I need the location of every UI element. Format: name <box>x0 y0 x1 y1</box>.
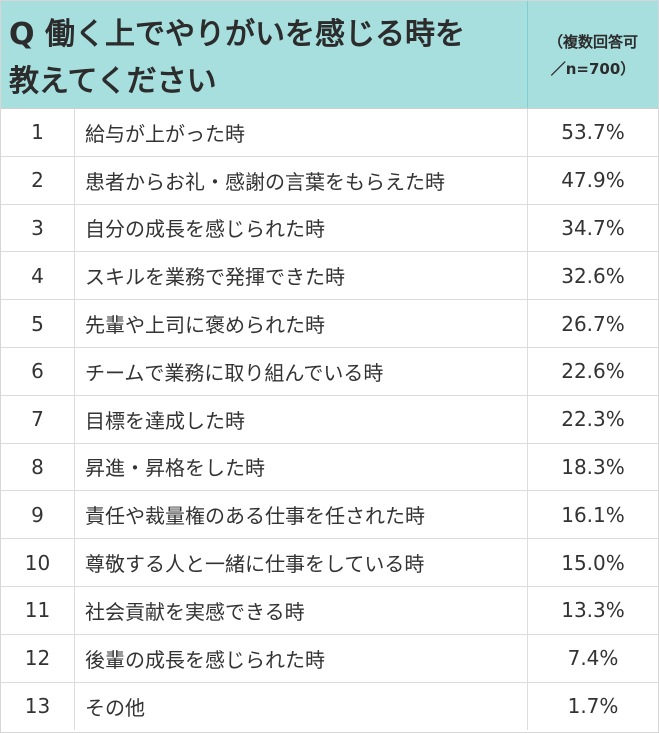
rank-cell: 4 <box>1 252 75 300</box>
answer-cell: その他 <box>75 682 528 731</box>
rank-cell: 2 <box>1 156 75 204</box>
respondent-note-line-1: （複数回答可 <box>547 33 638 51</box>
percentage-cell: 34.7% <box>561 215 625 240</box>
table-row: 10 尊敬する人と一緒に仕事をしている時 15.0% <box>1 539 658 587</box>
percentage-cell: 1.7% <box>567 694 619 719</box>
answer-cell: 尊敬する人と一緒に仕事をしている時 <box>75 539 528 586</box>
table-row: 8 昇進・昇格をした時 18.3% <box>1 443 658 492</box>
rank-cell: 12 <box>1 634 75 682</box>
question-title-line-1: Q 働く上でやりがいを感じる時を <box>9 17 465 52</box>
rank-cell: 1 <box>1 109 75 156</box>
rank-cell: 8 <box>1 443 75 491</box>
answer-cell: 自分の成長を感じられた時 <box>75 204 528 252</box>
percentage-cell: 47.9% <box>561 168 625 193</box>
percentage-cell: 26.7% <box>561 311 625 336</box>
table-row: 9 責任や裁量権のある仕事を任された時 16.1% <box>1 491 658 540</box>
answer-cell: 責任や裁量権のある仕事を任された時 <box>75 491 528 539</box>
percentage-cell: 18.3% <box>561 454 625 479</box>
table-row: 11 社会貢献を実感できる時 13.3% <box>1 586 658 635</box>
rank-cell: 6 <box>1 347 75 395</box>
table-row: 13 その他 1.7% <box>1 682 658 731</box>
percentage-cell: 13.3% <box>561 598 625 623</box>
table-row: 1 給与が上がった時 53.7% <box>1 109 658 157</box>
percentage-cell: 32.6% <box>561 263 625 288</box>
respondent-note: （複数回答可 ／n=700） <box>528 1 658 108</box>
answer-cell: スキルを業務で発揮できた時 <box>75 252 528 300</box>
rank-cell: 3 <box>1 204 75 252</box>
percentage-cell: 22.6% <box>561 359 625 384</box>
percentage-cell: 16.1% <box>561 502 625 527</box>
percentage-cell: 22.3% <box>561 407 625 432</box>
table-row: 6 チームで業務に取り組んでいる時 22.6% <box>1 347 658 396</box>
answer-cell: 目標を達成した時 <box>75 395 528 443</box>
answer-cell: チームで業務に取り組んでいる時 <box>75 347 528 395</box>
table-row: 7 目標を達成した時 22.3% <box>1 395 658 444</box>
percentage-cell: 7.4% <box>567 646 619 671</box>
respondent-note-line-2: ／n=700） <box>550 60 636 78</box>
question-title: Q 働く上でやりがいを感じる時を 教えてください <box>1 1 528 108</box>
answer-cell: 給与が上がった時 <box>75 109 528 156</box>
rank-cell: 11 <box>1 586 75 634</box>
answer-cell: 後輩の成長を感じられた時 <box>75 634 528 682</box>
rank-cell: 13 <box>1 682 75 731</box>
rank-cell: 7 <box>1 395 75 443</box>
table-row: 12 後輩の成長を感じられた時 7.4% <box>1 634 658 683</box>
rank-cell: 9 <box>1 491 75 539</box>
rank-cell: 5 <box>1 300 75 347</box>
answer-cell: 患者からお礼・感謝の言葉をもらえた時 <box>75 156 528 204</box>
answer-cell: 昇進・昇格をした時 <box>75 443 528 491</box>
table-row: 3 自分の成長を感じられた時 34.7% <box>1 204 658 253</box>
rank-cell: 10 <box>1 539 75 586</box>
question-title-line-2: 教えてください <box>9 64 217 99</box>
table-body: 1 給与が上がった時 53.7% 2 患者からお礼・感謝の言葉をもらえた時 47.9% 3 自… <box>1 109 658 731</box>
table-row: 2 患者からお礼・感謝の言葉をもらえた時 47.9% <box>1 156 658 205</box>
table-row: 4 スキルを業務で発揮できた時 32.6% <box>1 252 658 301</box>
answer-cell: 先輩や上司に褒められた時 <box>75 300 528 347</box>
table-header: Q 働く上でやりがいを感じる時を 教えてください （複数回答可 ／n=700） <box>1 1 658 109</box>
percentage-cell: 15.0% <box>561 550 625 575</box>
table-row: 5 先輩や上司に褒められた時 26.7% <box>1 300 658 348</box>
answer-cell: 社会貢献を実感できる時 <box>75 586 528 634</box>
percentage-cell: 53.7% <box>561 120 625 145</box>
